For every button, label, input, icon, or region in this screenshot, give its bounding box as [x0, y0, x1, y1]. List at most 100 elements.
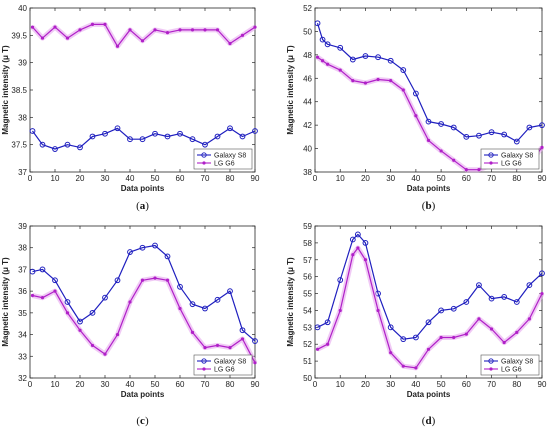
- data-point: [239, 327, 246, 334]
- data-point: [178, 28, 182, 32]
- data-point: [140, 278, 145, 282]
- chart-panel-a: 0 10 20 30 40 50 60 70 80 903737.53838.53939.540D…: [1, 4, 260, 212]
- data-point: [540, 145, 544, 149]
- series-lg-g6: [30, 21, 257, 49]
- data-point: [501, 131, 508, 138]
- data-point: [539, 270, 545, 277]
- data-point: [452, 158, 456, 162]
- data-point: [315, 347, 320, 351]
- y-tick-label: 34: [18, 331, 27, 340]
- data-point: [39, 141, 46, 148]
- caption-open: (: [422, 415, 426, 427]
- panel-caption: (d): [422, 415, 436, 427]
- data-point: [464, 168, 468, 172]
- data-point: [52, 277, 58, 284]
- series-line: [32, 127, 256, 150]
- data-point: [489, 327, 494, 331]
- legend-box: [193, 148, 253, 170]
- x-tick-label: 0: [28, 380, 33, 389]
- x-tick-label: 50: [151, 174, 160, 183]
- data-point: [476, 132, 482, 139]
- data-point: [115, 332, 120, 337]
- data-point: [53, 25, 57, 29]
- data-point: [515, 330, 519, 334]
- data-point: [30, 293, 35, 298]
- data-point: [227, 288, 233, 295]
- data-point: [214, 133, 221, 140]
- y-tick-label: 38: [18, 244, 27, 253]
- data-point: [426, 138, 431, 142]
- legend-box: [480, 148, 540, 170]
- data-point: [387, 324, 394, 331]
- data-point: [152, 130, 158, 137]
- y-tick-label: 52: [303, 4, 312, 13]
- y-tick-label: 57: [303, 256, 312, 265]
- data-point: [324, 319, 331, 326]
- data-point: [400, 336, 407, 343]
- series-galaxy-s8: [314, 20, 545, 145]
- data-point: [356, 246, 360, 250]
- data-point: [240, 337, 245, 341]
- y-tick-label: 52: [303, 340, 312, 349]
- caption-open: (: [136, 415, 140, 427]
- data-point: [476, 282, 482, 289]
- data-point: [450, 305, 457, 312]
- data-point: [526, 124, 533, 131]
- y-tick-label: 58: [303, 239, 312, 248]
- data-point: [387, 57, 394, 64]
- data-point: [215, 28, 220, 32]
- x-tick-label: 60: [462, 174, 471, 183]
- y-tick-label: 38.5: [11, 86, 27, 95]
- x-tick-label: 40: [411, 380, 420, 389]
- x-tick-label: 10: [336, 174, 345, 183]
- data-point: [513, 299, 520, 305]
- data-point: [412, 90, 419, 97]
- y-axis-label: Magnetic intensity (μ T): [1, 257, 10, 347]
- x-tick-label: 90: [251, 174, 260, 183]
- legend-box: [480, 354, 540, 376]
- x-tick-label: 90: [251, 380, 260, 389]
- data-point: [177, 130, 183, 137]
- chart-panel-d: 0 10 20 30 40 50 60 70 80 90 50 51 52 53 54 55 56 57 58 59 D…: [286, 222, 547, 427]
- legend-marker: [489, 161, 493, 165]
- data-point: [375, 54, 381, 61]
- data-point: [539, 122, 545, 129]
- data-point: [438, 307, 445, 314]
- y-tick-label: 39: [18, 222, 27, 231]
- data-point: [203, 28, 207, 32]
- data-point: [128, 300, 132, 304]
- x-tick-label: 10: [51, 174, 60, 183]
- y-tick-label: 39: [18, 59, 27, 68]
- data-point: [477, 317, 481, 321]
- x-axis-label: Data points: [121, 184, 165, 193]
- y-tick-label: 38: [303, 168, 312, 177]
- data-point: [252, 128, 258, 134]
- x-tick-label: 50: [151, 380, 160, 389]
- data-point: [326, 62, 330, 66]
- caption-letter: b: [425, 200, 431, 212]
- y-tick-label: 40: [303, 145, 312, 154]
- data-point: [190, 28, 195, 32]
- data-point: [253, 361, 257, 365]
- legend-marker: [201, 358, 207, 364]
- x-tick-label: 60: [176, 174, 185, 183]
- legend-box: [193, 354, 253, 376]
- data-point: [425, 118, 432, 125]
- data-point: [215, 343, 220, 348]
- legend-entry: Galaxy S8: [214, 153, 246, 160]
- data-point: [52, 146, 58, 152]
- data-point: [153, 28, 157, 32]
- data-point: [240, 33, 245, 37]
- series-lg-g6: [30, 275, 258, 365]
- legend-entry: Galaxy S8: [501, 153, 533, 160]
- data-point: [29, 268, 36, 275]
- data-point: [513, 138, 520, 145]
- data-point: [338, 68, 342, 72]
- caption-close: ): [432, 200, 436, 212]
- caption-letter: c: [140, 415, 145, 427]
- data-point: [412, 334, 419, 341]
- data-point: [128, 28, 132, 32]
- x-tick-label: 50: [437, 380, 446, 389]
- y-tick-label: 37: [18, 265, 27, 274]
